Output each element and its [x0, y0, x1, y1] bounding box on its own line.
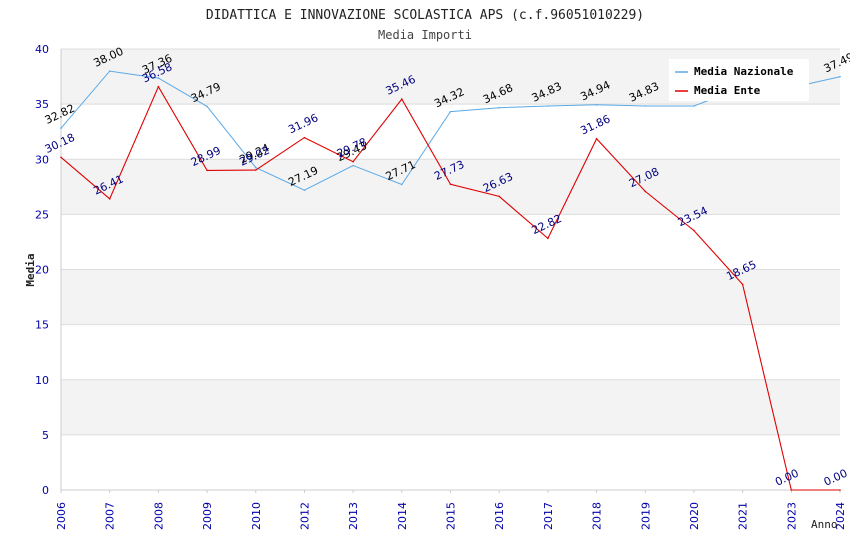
grid-band — [61, 214, 840, 270]
x-tick-label: 2019 — [639, 502, 652, 530]
x-tick-label: 2006 — [55, 502, 68, 530]
x-tick-label: 2023 — [785, 502, 798, 530]
y-axis-label: Media — [24, 253, 37, 286]
data-point-media-ente — [693, 229, 695, 232]
data-point-media-nazionale — [547, 105, 549, 107]
y-tick-label: 40 — [35, 43, 49, 56]
x-tick-label: 2013 — [347, 502, 360, 530]
x-tick-label: 2017 — [542, 502, 555, 530]
data-point-media-ente — [741, 283, 744, 286]
data-point-media-nazionale — [498, 106, 500, 109]
x-tick-label: 2020 — [688, 502, 701, 530]
x-axis-label: Anno — [811, 518, 838, 531]
legend: Media Nazionale Media Ente — [669, 59, 809, 101]
y-tick-label: 15 — [35, 319, 49, 332]
data-point-media-nazionale — [839, 75, 841, 78]
x-tick-label: 2014 — [396, 502, 409, 530]
chart-subtitle: Media Importi — [378, 28, 472, 42]
legend-label-media-nazionale: Media Nazionale — [694, 65, 794, 78]
data-point-media-nazionale — [108, 70, 111, 72]
data-point-media-nazionale — [401, 183, 403, 186]
data-point-media-ente — [352, 160, 354, 163]
data-point-media-ente — [595, 137, 598, 140]
data-point-media-ente — [254, 169, 257, 171]
y-tick-label: 20 — [35, 264, 49, 277]
y-tick-label: 0 — [42, 484, 49, 497]
data-point-media-ente — [206, 169, 208, 172]
x-tick-label: 2009 — [201, 502, 214, 530]
grid-band — [61, 269, 840, 325]
y-tick-label: 25 — [35, 208, 49, 221]
data-point-media-ente — [547, 237, 549, 240]
data-point-media-ente — [108, 198, 111, 200]
grid-band — [61, 324, 840, 380]
data-point-media-nazionale — [254, 166, 257, 169]
data-point-media-nazionale — [157, 77, 160, 79]
x-tick-label: 2010 — [250, 502, 263, 530]
x-tick-label: 2018 — [591, 502, 604, 530]
grid-band — [61, 159, 840, 215]
x-tick-label: 2007 — [104, 502, 117, 530]
data-point-media-ente — [303, 136, 306, 139]
axes: 0 5 10 15 20 25 30 35 40 2006 2007 2008 2009 2010 2012… — [35, 43, 847, 530]
grid-bands — [61, 49, 840, 490]
legend-box — [669, 59, 809, 101]
y-tick-label: 35 — [35, 98, 49, 111]
data-point-media-ente — [644, 190, 647, 193]
x-tick-label: 2021 — [737, 502, 750, 530]
data-point-media-nazionale — [595, 103, 598, 106]
y-tick-label: 10 — [35, 374, 49, 387]
data-point-media-nazionale — [206, 105, 208, 108]
data-point-media-ente — [839, 489, 841, 491]
x-tick-label: 2008 — [152, 502, 165, 530]
data-point-media-nazionale — [644, 105, 647, 107]
y-tick-label: 30 — [35, 153, 49, 166]
legend-label-media-ente: Media Ente — [694, 84, 761, 97]
data-point-media-ente — [790, 489, 793, 491]
x-tick-label: 2016 — [493, 502, 506, 530]
data-point-media-nazionale — [693, 105, 695, 107]
x-tick-label: 2012 — [298, 502, 311, 530]
data-point-media-nazionale — [303, 189, 306, 192]
data-point-media-nazionale — [60, 127, 62, 129]
data-point-media-ente — [157, 85, 160, 88]
x-tick-label: 2015 — [445, 502, 458, 530]
grid-band — [61, 379, 840, 435]
data-point-media-ente — [498, 195, 500, 198]
data-point-media-ente — [449, 183, 452, 186]
grid-band — [61, 434, 840, 490]
chart-title: DIDATTICA E INNOVAZIONE SCOLASTICA APS (… — [206, 8, 644, 23]
data-point-media-ente — [60, 156, 62, 159]
y-tick-label: 5 — [42, 429, 49, 442]
data-point-media-nazionale — [352, 164, 354, 167]
data-point-media-nazionale — [449, 110, 452, 113]
data-point-media-ente — [401, 98, 403, 100]
grid-band — [61, 104, 840, 160]
x-tick-label: 2024 — [834, 502, 847, 530]
